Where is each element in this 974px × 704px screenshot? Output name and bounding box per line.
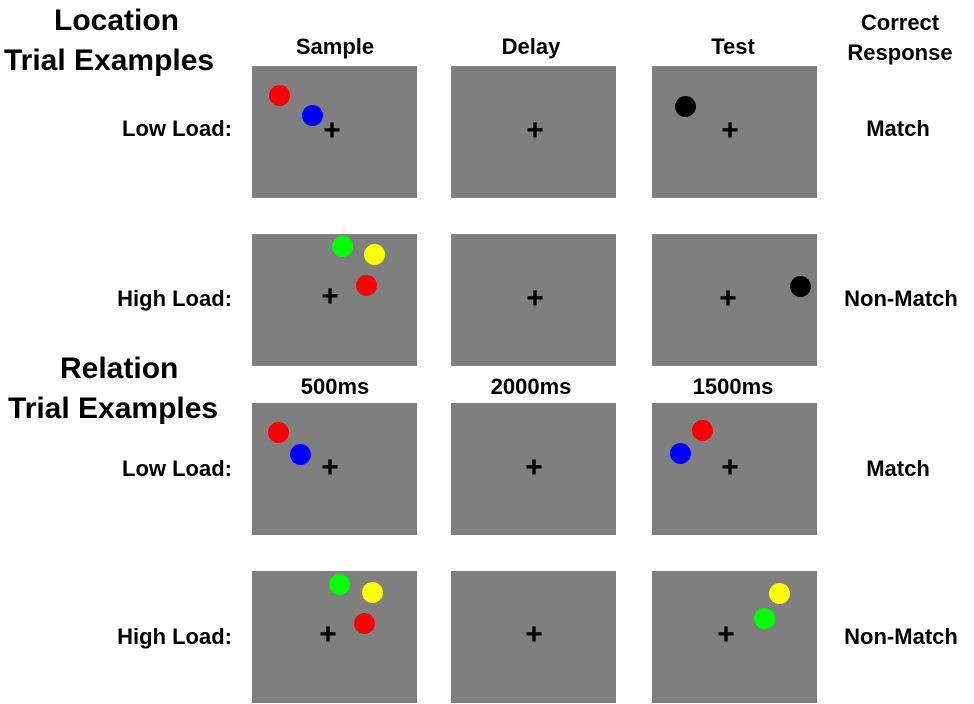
black-dot bbox=[675, 96, 696, 117]
delay-panel-location-high: + bbox=[451, 234, 616, 366]
duration-delay: 2000ms bbox=[490, 374, 572, 399]
blue-dot bbox=[670, 443, 691, 464]
fixation-cross: + bbox=[321, 280, 339, 313]
red-dot bbox=[692, 420, 713, 441]
green-dot bbox=[329, 574, 350, 595]
test-panel-location-high: + bbox=[652, 234, 817, 366]
red-dot bbox=[356, 275, 377, 296]
fixation-cross: + bbox=[721, 451, 739, 484]
green-dot bbox=[332, 236, 353, 257]
sample-panel-location-low: + bbox=[252, 66, 417, 198]
red-dot bbox=[268, 422, 289, 443]
yellow-dot bbox=[769, 583, 790, 604]
test-panel-relation-high: + bbox=[652, 571, 817, 703]
fixation-cross: + bbox=[721, 114, 739, 147]
delay-panel-location-low: + bbox=[451, 66, 616, 198]
duration-test: 1500ms bbox=[692, 374, 774, 399]
column-header-correct-line1: Correct bbox=[860, 10, 940, 35]
yellow-dot bbox=[364, 244, 385, 265]
response-location-low: Match bbox=[866, 116, 930, 141]
fixation-cross: + bbox=[323, 114, 341, 147]
relation-heading-line2: Trial Examples bbox=[8, 392, 219, 425]
red-dot bbox=[354, 613, 375, 634]
response-relation-low: Match bbox=[866, 456, 930, 481]
yellow-dot bbox=[362, 582, 383, 603]
column-header-sample: Sample bbox=[295, 34, 375, 59]
column-header-delay: Delay bbox=[501, 34, 561, 59]
sample-panel-relation-low: + bbox=[252, 403, 417, 535]
fixation-cross: + bbox=[525, 451, 543, 484]
row-label-location-high: High Load: bbox=[117, 286, 232, 311]
blue-dot bbox=[302, 105, 323, 126]
relation-heading-line1: Relation bbox=[60, 352, 179, 385]
delay-panel-relation-high: + bbox=[451, 571, 616, 703]
delay-panel-relation-low: + bbox=[451, 403, 616, 535]
column-header-test: Test bbox=[711, 34, 755, 59]
response-relation-high: Non-Match bbox=[844, 624, 958, 649]
fixation-cross: + bbox=[321, 451, 339, 484]
row-label-relation-low: Low Load: bbox=[122, 456, 232, 481]
fixation-cross: + bbox=[717, 618, 735, 651]
red-dot bbox=[269, 85, 290, 106]
black-dot bbox=[790, 276, 811, 297]
sample-panel-location-high: + bbox=[252, 234, 417, 366]
row-label-relation-high: High Load: bbox=[117, 624, 232, 649]
sample-panel-relation-high: + bbox=[252, 571, 417, 703]
column-header-correct-line2: Response bbox=[847, 40, 953, 65]
row-label-location-low: Low Load: bbox=[122, 116, 232, 141]
location-heading-line2: Trial Examples bbox=[4, 44, 215, 77]
response-location-high: Non-Match bbox=[844, 286, 958, 311]
fixation-cross: + bbox=[526, 114, 544, 147]
green-dot bbox=[754, 608, 775, 629]
fixation-cross: + bbox=[719, 282, 737, 315]
test-panel-location-low: + bbox=[652, 66, 817, 198]
fixation-cross: + bbox=[319, 618, 337, 651]
blue-dot bbox=[290, 444, 311, 465]
duration-sample: 500ms bbox=[300, 374, 370, 399]
fixation-cross: + bbox=[525, 618, 543, 651]
fixation-cross: + bbox=[526, 282, 544, 315]
location-heading-line1: Location bbox=[54, 4, 179, 37]
test-panel-relation-low: + bbox=[652, 403, 817, 535]
